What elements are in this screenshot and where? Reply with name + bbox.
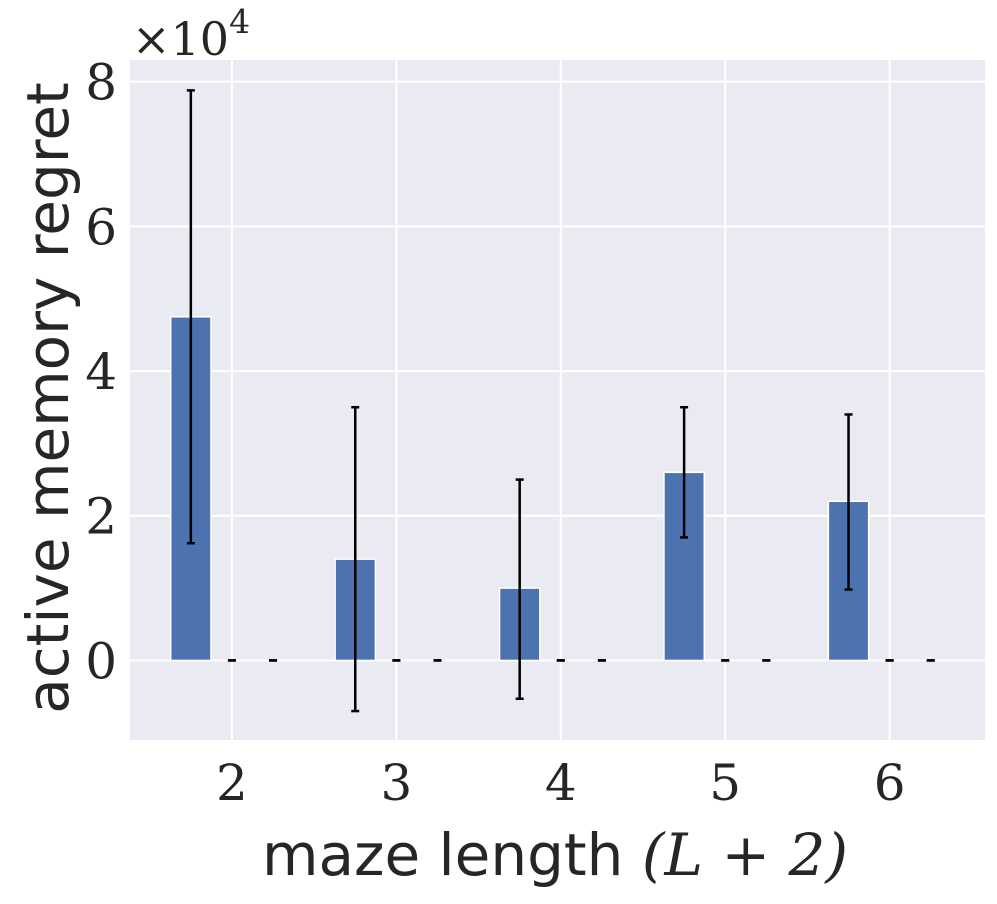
y-tick-labels: 0 2 4 6 8	[85, 54, 117, 691]
x-tick-label: 5	[709, 754, 741, 812]
x-tick-label: 4	[545, 754, 577, 812]
x-tick-labels: 2 3 4 5 6	[216, 754, 906, 812]
y-axis-label: active memory regret	[14, 82, 82, 714]
x-axis-label: maze length (L + 2)	[262, 821, 848, 889]
x-tick-label: 3	[380, 754, 412, 812]
error-bars	[186, 89, 935, 713]
x-tick-label: 6	[874, 754, 906, 812]
y-tick-label: 8	[85, 54, 117, 112]
x-tick-label: 2	[216, 754, 248, 812]
gridlines	[130, 60, 985, 740]
y-tick-label: 6	[85, 198, 117, 256]
y-tick-label: 2	[85, 488, 117, 546]
y-axis-multiplier: ×104	[132, 2, 250, 66]
y-tick-label: 4	[85, 343, 117, 401]
y-tick-label: 0	[85, 632, 117, 690]
